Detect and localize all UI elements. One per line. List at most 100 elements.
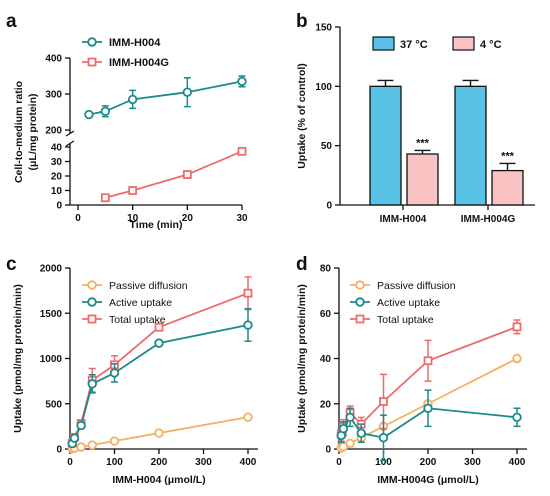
a-x-axis-label: Time (min): [130, 219, 183, 231]
b-significance-label: ***: [501, 150, 515, 162]
d-data-point: [379, 397, 388, 406]
panel-d-chart: 0 20 40 60 80 0 100 200 300 400 IMM-H004G (μmol/L)…: [296, 264, 527, 486]
d-legend-marker: [355, 280, 365, 290]
panel-c-chart: 0 500 1000 1500 2000 0 100 200 300 400 IMM-H004 (μ…: [12, 264, 258, 486]
d-data-point: [378, 432, 389, 443]
d-data-point: [423, 403, 433, 413]
b-bar: [369, 85, 402, 206]
d-data-point: [512, 353, 522, 364]
b-error-bar: [377, 79, 394, 87]
c-x-tick-label: 100: [106, 457, 123, 468]
d-y-tick-label: 40: [320, 354, 332, 365]
a-data-point: [182, 170, 192, 179]
d-data-point: [512, 412, 522, 423]
a-y-tick-label: 200: [45, 126, 62, 137]
c-x-tick-label: 400: [240, 457, 257, 468]
b-y-tick-label: 100: [315, 82, 332, 93]
c-data-point: [243, 412, 253, 422]
a-legend-marker: [87, 37, 97, 47]
d-data-point: [356, 428, 366, 438]
b-error-bar: [499, 162, 516, 171]
c-data-point: [69, 433, 80, 443]
a-y-tick-label: 20: [51, 172, 63, 183]
d-legend-entry: Total uptake: [377, 314, 434, 326]
a-x-tick-label: 0: [75, 213, 81, 224]
d-legend-entry: Active uptake: [377, 297, 440, 309]
a-y-tick-label: 10: [51, 186, 63, 197]
c-legend-entry: Total uptake: [109, 314, 166, 326]
b-x-tick-label: IMM-H004G: [461, 214, 516, 225]
b-y-axis-label: Uptake (% of control): [296, 63, 308, 169]
d-x-tick-label: 0: [336, 457, 342, 468]
c-y-tick-label: 500: [45, 399, 62, 410]
d-x-tick-label: 400: [509, 457, 526, 468]
a-y-tick-label: 400: [45, 54, 62, 65]
a-series-line: [105, 150, 243, 199]
c-y-tick-label: 1500: [40, 309, 63, 320]
d-y-tick-label: 20: [320, 399, 332, 410]
d-y-axis-label: Uptake (pmol/mg protein/min): [296, 284, 308, 433]
panel-label-a: a: [6, 11, 17, 32]
c-legend-entry: Passive diffusion: [109, 280, 188, 292]
d-y-tick-label: 80: [320, 264, 332, 275]
c-data-point: [243, 288, 253, 298]
d-legend-marker: [355, 297, 365, 307]
c-y-tick-label: 0: [56, 445, 62, 456]
c-data-point: [154, 322, 164, 332]
a-legend-entry: IMM-H004G: [109, 57, 169, 69]
b-significance-label: ***: [416, 137, 430, 149]
c-data-point: [76, 442, 86, 452]
d-x-tick-label: 200: [420, 457, 437, 468]
a-data-point: [237, 146, 247, 156]
a-y-axis-label: Cell-to-medium ratio: [13, 81, 25, 183]
c-x-axis-label: IMM-H004 (μmol/L): [112, 474, 205, 486]
d-data-point: [423, 356, 433, 366]
a-data-point: [84, 109, 94, 120]
b-bar: [454, 85, 487, 206]
a-axis-break: [65, 130, 75, 137]
c-x-tick-label: 0: [67, 457, 73, 468]
panel-b-chart: 0 50 100 150 Uptake (% of control) IMM-H004 **…: [296, 23, 535, 225]
a-y-tick-label: 300: [45, 90, 62, 101]
c-x-tick-label: 300: [195, 457, 212, 468]
b-y-tick-label: 50: [321, 141, 333, 152]
b-legend-entry: 4 °C: [480, 39, 502, 51]
c-data-point: [109, 368, 120, 378]
c-legend-marker: [87, 314, 97, 324]
d-data-point: [512, 322, 522, 332]
d-legend-marker: [355, 314, 365, 324]
b-x-tick-label: IMM-H004: [380, 214, 427, 225]
d-x-axis-label: IMM-H004G (μmol/L): [377, 474, 479, 486]
c-data-point: [243, 320, 253, 330]
b-y-tick-label: 0: [326, 201, 332, 212]
c-data-point: [87, 379, 97, 389]
c-y-tick-label: 2000: [40, 264, 63, 275]
d-data-point: [338, 423, 349, 434]
a-legend-marker: [87, 57, 97, 67]
a-x-tick-label: 20: [182, 213, 194, 224]
b-bar: [406, 153, 439, 206]
c-legend-marker: [87, 280, 97, 290]
d-x-tick-label: 300: [464, 457, 481, 468]
a-x-tick-label: 10: [127, 213, 139, 224]
a-y-tick-label: 0: [56, 201, 62, 212]
c-legend-entry: Active uptake: [109, 297, 172, 309]
a-data-point: [127, 94, 138, 105]
d-x-tick-label: 100: [375, 457, 392, 468]
a-data-point: [237, 76, 247, 87]
c-data-point: [87, 440, 97, 450]
b-legend-swatch: [372, 36, 395, 51]
panel-label-b: b: [296, 11, 308, 32]
d-y-tick-label: 0: [325, 445, 331, 456]
c-data-point: [76, 420, 86, 431]
b-bar: [491, 169, 524, 206]
d-data-point: [345, 412, 355, 423]
a-series-line: [88, 80, 243, 116]
panel-label-c: c: [6, 254, 17, 275]
a-legend-entry: IMM-H004: [109, 37, 161, 49]
c-legend-marker: [87, 297, 97, 307]
a-data-point: [100, 193, 110, 203]
a-y-tick-label: 30: [51, 157, 63, 168]
